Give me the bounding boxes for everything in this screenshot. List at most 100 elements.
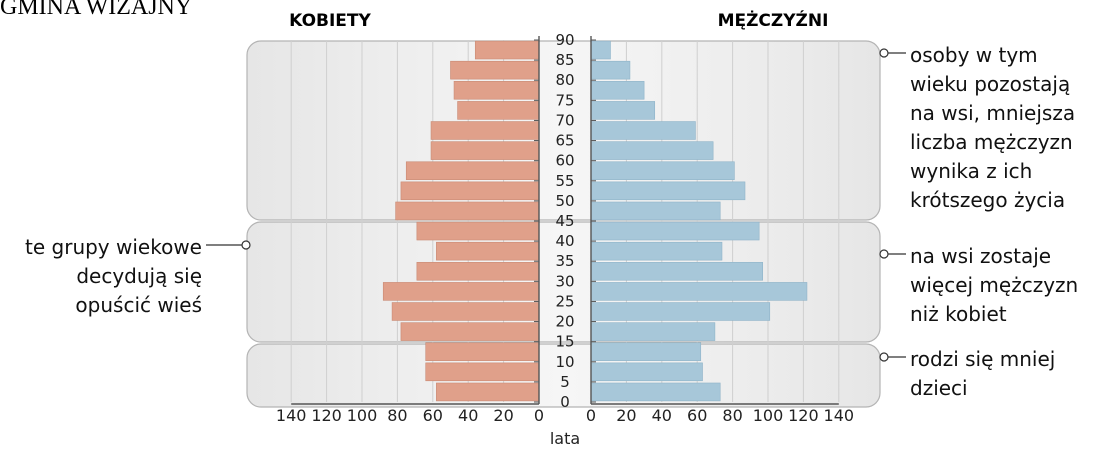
x-tick-label-women: 40 <box>458 406 478 425</box>
bar-women-age-40 <box>416 221 540 241</box>
bar-women-age-10 <box>425 342 540 361</box>
age-label: 15 <box>555 333 574 351</box>
bar-men-age-75 <box>590 81 645 100</box>
age-label: 25 <box>555 292 574 310</box>
annotation-text-line: opuścić wieś <box>75 293 202 317</box>
panel-children-ages <box>246 343 881 408</box>
annotation-marker-dot <box>879 352 889 362</box>
annotation-leaving-ages: te grupy wiekowe decydują się opuścić wieś <box>25 235 251 317</box>
bar-men-age-45 <box>590 201 721 221</box>
x-tick-label-women: 60 <box>423 406 443 425</box>
x-axis-label: lata <box>550 429 580 448</box>
bar-women-age-55 <box>405 161 540 180</box>
age-label: 80 <box>555 71 574 89</box>
age-label: 65 <box>555 132 574 150</box>
bar-men-age-30 <box>590 262 763 281</box>
x-tick-label-men: 120 <box>788 406 819 425</box>
annotation-text-line: więcej mężczyzn <box>910 273 1078 297</box>
annotation-text-line: niż kobiet <box>910 302 1007 326</box>
x-tick-label-men: 40 <box>652 406 672 425</box>
bar-men-age-10 <box>590 342 702 361</box>
bar-men-age-85 <box>590 40 611 60</box>
x-tick-label-men: 60 <box>687 406 707 425</box>
bar-men-age-20 <box>590 302 771 321</box>
x-tick-label-women: 20 <box>493 406 513 425</box>
figure-header: GMINA WIZAJNY <box>0 0 192 20</box>
age-label: 75 <box>555 91 574 109</box>
bar-women-age-60 <box>430 141 540 160</box>
bar-men-age-35 <box>590 241 723 261</box>
annotation-text-line: wynika z ich <box>910 159 1032 183</box>
age-label: 50 <box>555 192 574 210</box>
age-label: 60 <box>555 152 574 170</box>
age-label: 0 <box>560 393 570 411</box>
age-label: 55 <box>555 172 574 190</box>
x-tick-label-women: 0 <box>534 406 544 425</box>
x-tick-label-men: 140 <box>824 406 855 425</box>
age-label: 70 <box>555 111 574 129</box>
bar-women-age-45 <box>395 201 540 221</box>
x-tick-label-women: 80 <box>387 406 407 425</box>
annotation-text-line: na wsi, mniejsza <box>910 101 1075 125</box>
bar-men-age-40 <box>590 221 760 241</box>
annotation-text-line: te grupy wiekowe <box>25 235 202 259</box>
bar-women-age-75 <box>453 81 540 100</box>
bar-women-age-5 <box>425 362 540 382</box>
bar-men-age-65 <box>590 121 696 140</box>
annotation-text-line: osoby w tym <box>910 43 1038 67</box>
annotation-working-ages: na wsi zostaje więcej mężczyzn niż kobiet <box>879 244 1078 326</box>
bar-women-age-35 <box>436 241 540 261</box>
annotation-text-line: decydują się <box>76 264 202 288</box>
x-tick-label-women: 120 <box>311 406 342 425</box>
age-label: 85 <box>555 51 574 69</box>
x-tick-label-men: 0 <box>586 406 596 425</box>
bar-men-age-15 <box>590 322 716 341</box>
bar-women-age-0 <box>436 382 540 402</box>
x-tick-label-men: 100 <box>753 406 784 425</box>
annotation-text-line: krótszego życia <box>910 188 1065 212</box>
x-tick-label-men: 20 <box>616 406 636 425</box>
bar-men-age-25 <box>590 282 808 301</box>
bar-women-age-70 <box>457 101 540 120</box>
bar-women-age-80 <box>450 60 540 80</box>
age-label: 20 <box>555 313 574 331</box>
annotation-text-line: dzieci <box>910 376 968 400</box>
x-tick-label-men: 80 <box>722 406 742 425</box>
bar-women-age-85 <box>474 40 540 60</box>
bar-men-age-0 <box>590 382 721 402</box>
bar-men-age-60 <box>590 141 714 160</box>
women-column-title: KOBIETY <box>289 11 371 31</box>
bar-women-age-30 <box>416 262 540 281</box>
bar-men-age-70 <box>590 101 656 120</box>
x-tick-label-women: 140 <box>276 406 307 425</box>
bar-men-age-55 <box>590 161 735 180</box>
age-label: 90 <box>555 31 574 49</box>
age-label: 35 <box>555 252 574 270</box>
bar-men-age-50 <box>590 181 746 201</box>
x-tick-label-women: 100 <box>347 406 378 425</box>
age-label: 10 <box>555 353 574 371</box>
bar-women-age-50 <box>400 181 540 201</box>
annotation-text-line: na wsi zostaje <box>910 244 1051 268</box>
bar-women-age-20 <box>391 302 540 321</box>
age-label: 30 <box>555 272 574 290</box>
annotation-text-line: liczba mężczyzn <box>910 130 1073 154</box>
annotation-text-line: rodzi się mniej <box>910 347 1055 371</box>
age-label: 40 <box>555 232 574 250</box>
annotation-marker-dot <box>241 240 251 250</box>
annotation-marker-dot <box>879 249 889 259</box>
age-label: 5 <box>560 373 570 391</box>
men-column-title: MĘŻCZYŹNI <box>718 9 829 31</box>
bar-women-age-25 <box>382 282 540 301</box>
annotation-marker-dot <box>879 48 889 58</box>
bar-women-age-65 <box>430 121 540 140</box>
bar-men-age-80 <box>590 60 631 80</box>
age-label: 45 <box>555 212 574 230</box>
annotation-children: rodzi się mniej dzieci <box>879 347 1055 400</box>
annotation-text-line: wieku pozostają <box>910 72 1070 96</box>
bar-men-age-5 <box>590 362 703 382</box>
bar-women-age-15 <box>400 322 540 341</box>
annotation-older-ages: osoby w tym wieku pozostają na wsi, mniejs… <box>879 43 1075 212</box>
